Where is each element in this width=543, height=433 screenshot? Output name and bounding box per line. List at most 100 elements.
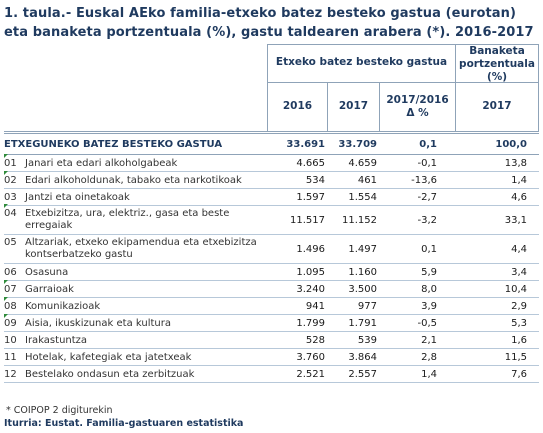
- row-value-2016: 11.517: [267, 205, 327, 235]
- row-label-cell: 11 Hotelak, kafetegiak eta jatetxeak: [4, 348, 267, 366]
- row-code: 05: [4, 237, 17, 248]
- table-row: 12 Bestelako ondasun eta zerbitzuak 2.521 2…: [4, 365, 539, 383]
- row-label-cell: 12 Bestelako ondasun eta zerbitzuak: [4, 365, 267, 383]
- total-share: 100,0: [455, 133, 539, 155]
- table-row: 07 Garraioak 3.240 3.500 8,0 10,4: [4, 279, 539, 298]
- row-label-cell: 03 Jantzi eta oinetakoak: [4, 188, 267, 206]
- table-row: 01 Janari eta edari alkoholgabeak 4.665 4.6…: [4, 153, 539, 172]
- header-group-label: Etxeko batez besteko gastua: [275, 56, 448, 68]
- comment-marker-icon: [4, 296, 8, 301]
- row-code: 12: [4, 368, 17, 380]
- row-label-cell: 06 Osasuna: [4, 263, 267, 281]
- row-label: Hotelak, kafetegiak eta jatetxeak: [25, 351, 192, 363]
- row-label-cell: 10 Irakastuntza: [4, 331, 267, 349]
- row-code: 02: [4, 170, 25, 186]
- footnote: * COIPOP 2 digiturekin: [6, 405, 113, 416]
- header-share-line-1: Banaketa: [469, 45, 525, 57]
- row-share: 1,4: [455, 171, 539, 189]
- table-row: 10 Irakastuntza 528 539 2,1 1,6: [4, 331, 539, 349]
- header-share-line-3: (%): [486, 71, 508, 83]
- row-variation: -0,1: [379, 154, 455, 172]
- total-2016: 33.691: [267, 133, 327, 155]
- row-code: 11: [4, 351, 17, 363]
- table-row: 02 Edari alkoholdunak, tabako eta narkoti…: [4, 170, 539, 189]
- row-label: Altzariak, etxeko ekipamendua eta etxebi…: [25, 237, 257, 260]
- row-code: 04: [4, 204, 25, 220]
- row-code: 08: [4, 296, 25, 312]
- row-value-2016: 528: [267, 331, 327, 349]
- header-share-line-2: portzentuala: [459, 58, 535, 70]
- row-label-cell: 05 Altzariak, etxeko ekipamendua eta etxe…: [4, 234, 267, 264]
- row-label: Jantzi eta oinetakoak: [25, 191, 130, 203]
- row-label-cell: 04 Etxebizitza, ura, elektriz., gasa eta …: [4, 204, 267, 235]
- row-share: 33,1: [455, 205, 539, 235]
- header-share-label: Banaketa portzentuala (%): [456, 45, 538, 84]
- comment-marker-icon: [4, 204, 8, 208]
- row-value-2017: 977: [327, 297, 379, 315]
- row-variation: 3,9: [379, 297, 455, 315]
- row-value-2017: 1.554: [327, 188, 379, 206]
- row-label: Bestelako ondasun eta zerbitzuak: [25, 368, 195, 380]
- table-row: 11 Hotelak, kafetegiak eta jatetxeak 3.760…: [4, 348, 539, 366]
- row-variation: 2,1: [379, 331, 455, 349]
- row-label: Komunikazioak: [25, 300, 101, 312]
- table-row: 05 Altzariak, etxeko ekipamendua eta etxe…: [4, 234, 539, 264]
- row-variation: -2,7: [379, 188, 455, 206]
- row-code: 06: [4, 266, 17, 278]
- row-label: Osasuna: [25, 266, 69, 278]
- row-value-2017: 11.152: [327, 205, 379, 235]
- row-share: 10,4: [455, 280, 539, 298]
- row-share: 2,9: [455, 297, 539, 315]
- row-value-2016: 1.095: [267, 263, 327, 281]
- expenditure-table-body: ETXEGUNEKO BATEZ BESTEKO GASTUA 33.691 3…: [4, 133, 539, 383]
- comment-marker-icon: [4, 313, 8, 318]
- row-code: 09: [4, 313, 25, 329]
- row-share: 4,4: [455, 234, 539, 264]
- row-variation: 8,0: [379, 280, 455, 298]
- row-share: 5,3: [455, 314, 539, 332]
- row-variation: -13,6: [379, 171, 455, 189]
- row-value-2017: 539: [327, 331, 379, 349]
- header-col-share-2017: 2017: [482, 100, 512, 112]
- header-var-line-2: Δ %: [406, 107, 429, 119]
- table-title: 1. taula.- Euskal AEko familia-etxeko ba…: [4, 6, 534, 40]
- total-label: ETXEGUNEKO BATEZ BESTEKO GASTUA: [4, 133, 267, 155]
- total-row: ETXEGUNEKO BATEZ BESTEKO GASTUA 33.691 3…: [4, 133, 539, 155]
- row-value-2017: 2.557: [327, 365, 379, 383]
- table-row: 08 Komunikazioak 941 977 3,9 2,9: [4, 296, 539, 315]
- row-value-2016: 4.665: [267, 154, 327, 172]
- total-variation: 0,1: [379, 133, 455, 155]
- comment-marker-icon: [4, 279, 8, 284]
- header-col-2016: 2016: [282, 100, 313, 112]
- row-value-2017: 3.500: [327, 280, 379, 298]
- row-share: 3,4: [455, 263, 539, 281]
- header-col-variation: 2017/2016 Δ %: [380, 94, 455, 120]
- row-label: Irakastuntza: [25, 334, 88, 346]
- row-value-2017: 1.497: [327, 234, 379, 264]
- source-line: Iturria: Eustat. Familia-gastuaren estat…: [4, 418, 244, 429]
- expenditure-table: ETXEGUNEKO BATEZ BESTEKO GASTUA 33.691 3…: [4, 133, 539, 383]
- header-top-rule: [267, 44, 539, 45]
- table-row: 09 Aisia, ikuskizunak eta kultura 1.799 1.7…: [4, 313, 539, 332]
- row-value-2016: 1.597: [267, 188, 327, 206]
- row-share: 13,8: [455, 154, 539, 172]
- row-value-2016: 3.240: [267, 280, 327, 298]
- table-row: 03 Jantzi eta oinetakoak 1.597 1.554 -2,7 4,6: [4, 188, 539, 206]
- row-code: 07: [4, 279, 25, 295]
- row-label-cell: 01 Janari eta edari alkoholgabeak: [4, 153, 267, 172]
- row-variation: 5,9: [379, 263, 455, 281]
- header-divider-right: [538, 44, 539, 132]
- row-label: Janari eta edari alkoholgabeak: [25, 157, 178, 169]
- row-value-2017: 4.659: [327, 154, 379, 172]
- header-bottom-rule: [4, 131, 539, 132]
- row-value-2016: 2.521: [267, 365, 327, 383]
- row-share: 4,6: [455, 188, 539, 206]
- row-code: 10: [4, 334, 17, 346]
- row-label: Etxebizitza, ura, elektriz., gasa eta be…: [25, 208, 230, 231]
- row-value-2016: 1.799: [267, 314, 327, 332]
- row-variation: 0,1: [379, 234, 455, 264]
- row-label-cell: 08 Komunikazioak: [4, 296, 267, 315]
- row-label-cell: 02 Edari alkoholdunak, tabako eta narkoti…: [4, 170, 267, 189]
- row-label: Edari alkoholdunak, tabako eta narkotiko…: [25, 174, 242, 186]
- row-share: 1,6: [455, 331, 539, 349]
